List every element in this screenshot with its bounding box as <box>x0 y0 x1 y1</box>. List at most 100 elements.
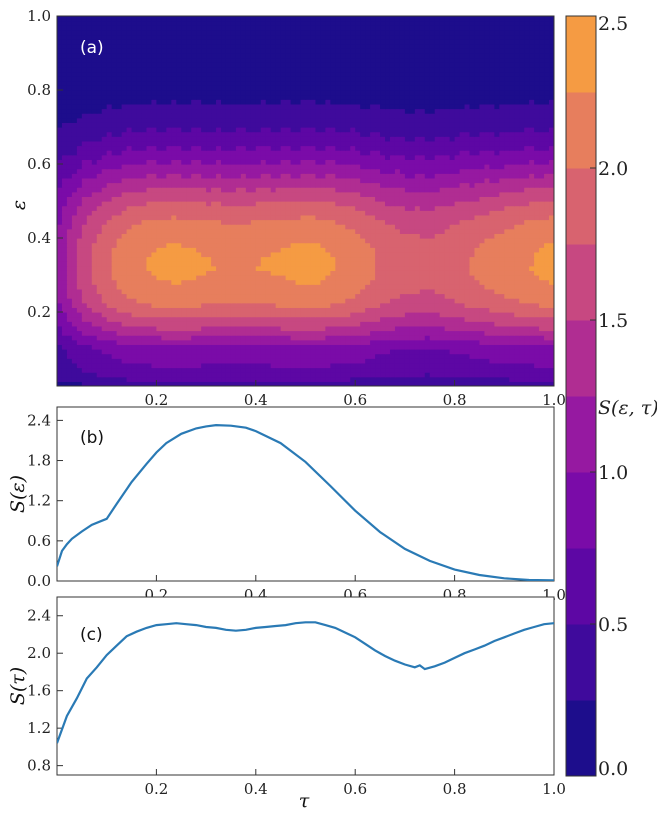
heatmap-cell <box>151 344 157 350</box>
heatmap-cell <box>111 279 118 285</box>
heatmap-cell <box>494 214 500 221</box>
heatmap-cell <box>101 376 108 382</box>
heatmap-cell <box>325 367 331 373</box>
heatmap-cell <box>380 191 386 197</box>
heatmap-cell <box>81 381 88 386</box>
heatmap-cell <box>529 261 535 267</box>
heatmap-cell <box>225 316 232 322</box>
heatmap-cell <box>315 256 322 262</box>
heatmap-cell <box>315 233 322 239</box>
heatmap-cell <box>449 372 456 378</box>
heatmap-cell <box>216 159 222 165</box>
heatmap-cell <box>489 270 495 276</box>
heatmap-cell <box>365 275 371 281</box>
heatmap-cell <box>126 233 133 239</box>
heatmap-cell <box>181 191 187 197</box>
heatmap-cell <box>404 205 411 211</box>
heatmap-cell <box>315 362 322 369</box>
heatmap-cell <box>71 316 78 322</box>
heatmap-cell <box>519 168 525 174</box>
heatmap-cell <box>345 381 351 386</box>
heatmap-cell <box>161 312 167 318</box>
heatmap-cell <box>549 284 554 290</box>
heatmap-cell <box>225 353 232 359</box>
heatmap-cell <box>335 154 341 160</box>
heatmap-cell <box>449 339 456 345</box>
heatmap-cell <box>414 372 421 378</box>
heatmap-cell <box>549 256 554 262</box>
heatmap-cell <box>96 191 103 197</box>
heatmap-cell <box>275 302 282 308</box>
heatmap-cell <box>96 205 103 211</box>
heatmap-cell <box>340 325 346 332</box>
heatmap-cell <box>399 168 406 174</box>
heatmap-cell <box>186 344 192 350</box>
heatmap-cell <box>489 302 495 308</box>
heatmap-cell <box>250 270 257 276</box>
heatmap-cell <box>225 307 232 313</box>
heatmap-cell <box>235 159 242 165</box>
heatmap-cell <box>340 159 346 165</box>
heatmap-cell <box>514 214 520 221</box>
heatmap-cell <box>295 335 302 341</box>
heatmap-cell <box>151 191 157 197</box>
heatmap-cell <box>285 238 292 244</box>
heatmap-cell <box>106 228 113 234</box>
heatmap-cell <box>350 265 356 271</box>
heatmap-cell <box>414 251 421 258</box>
heatmap-cell <box>191 177 197 184</box>
heatmap-cell <box>206 358 212 364</box>
heatmap-cell <box>216 219 222 225</box>
heatmap-cell <box>375 275 381 281</box>
heatmap-cell <box>494 187 500 193</box>
heatmap-cell <box>315 344 322 350</box>
heatmap-cell <box>414 339 421 345</box>
heatmap-cell <box>181 187 187 193</box>
heatmap-cell <box>310 168 317 174</box>
heatmap-cell <box>524 247 530 253</box>
heatmap-cell <box>245 265 252 271</box>
heatmap-cell <box>211 233 217 239</box>
heatmap-cell <box>534 325 540 332</box>
heatmap-cell <box>66 196 73 202</box>
heatmap-cell <box>320 321 326 327</box>
heatmap-cell <box>106 270 113 276</box>
heatmap-cell <box>514 316 520 322</box>
heatmap-cell <box>255 381 262 386</box>
heatmap-cell <box>156 284 162 290</box>
heatmap-cell <box>141 367 148 373</box>
heatmap-cell <box>504 261 510 267</box>
heatmap-cell <box>206 238 212 244</box>
heatmap-cell <box>509 164 515 170</box>
heatmap-cell <box>409 325 416 332</box>
heatmap-cell <box>375 372 381 378</box>
heatmap-cell <box>494 288 500 295</box>
heatmap-cell <box>524 270 530 276</box>
heatmap-cell <box>544 376 550 382</box>
heatmap-cell <box>355 265 361 271</box>
heatmap-cell <box>196 344 202 350</box>
heatmap-cell <box>250 358 257 364</box>
heatmap-cell <box>221 316 227 322</box>
heatmap-cell <box>201 367 207 373</box>
heatmap-cell <box>534 228 540 234</box>
heatmap-cell <box>166 279 172 285</box>
heatmap-cell <box>345 312 351 318</box>
heatmap-cell <box>101 177 108 184</box>
heatmap-cell <box>539 205 545 211</box>
heatmap-cell <box>494 154 500 160</box>
heatmap-cell <box>345 325 351 332</box>
heatmap-cell <box>230 154 237 160</box>
heatmap-cell <box>211 307 217 313</box>
heatmap-cell <box>280 261 287 267</box>
heatmap-cell <box>265 265 272 271</box>
heatmap-cell <box>235 187 242 193</box>
heatmap-cell <box>454 307 461 313</box>
heatmap-cell <box>216 316 222 322</box>
heatmap-cell <box>196 210 202 216</box>
heatmap-cell <box>434 173 441 179</box>
heatmap-cell <box>484 238 490 244</box>
heatmap-cell <box>330 376 336 382</box>
heatmap-cell <box>260 191 267 197</box>
heatmap-cell <box>230 224 237 230</box>
